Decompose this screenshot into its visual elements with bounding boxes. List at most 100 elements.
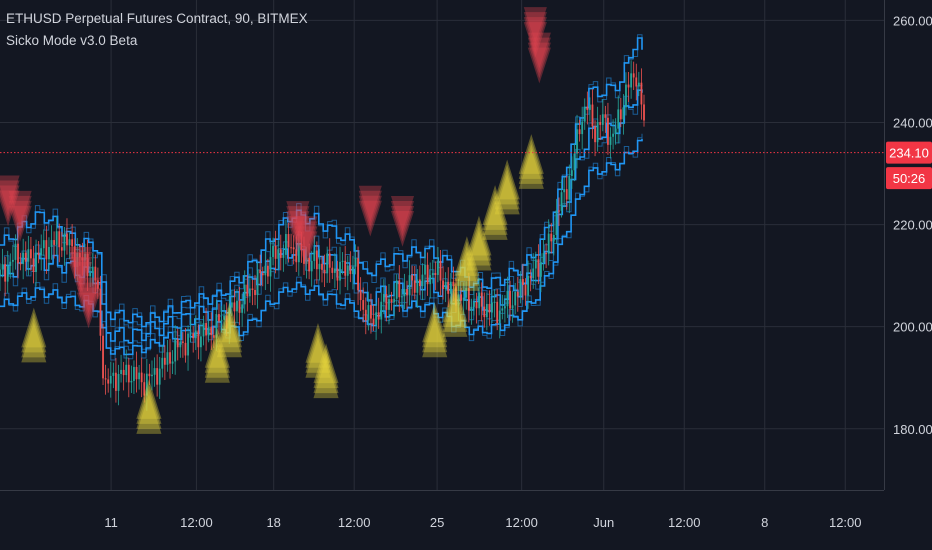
candle-body (385, 294, 388, 310)
candle-body (604, 114, 607, 118)
candle-body (346, 265, 349, 276)
candle-body (248, 288, 251, 297)
candle-body (181, 341, 184, 343)
candle-body (522, 279, 524, 285)
candle-body (133, 366, 135, 381)
candle-body (568, 175, 571, 200)
candle-body (570, 170, 573, 176)
signal-down-marker (523, 22, 547, 58)
candle-body (581, 121, 584, 135)
candle-body (223, 315, 226, 320)
signal-down-marker (390, 210, 415, 247)
y-tick-label: 200.00 (893, 320, 932, 335)
candle-body (310, 260, 313, 272)
candle-body (179, 341, 182, 348)
atr-band-lower (0, 138, 643, 356)
candle-body (364, 309, 367, 321)
candle-body (264, 265, 267, 276)
x-tick-label: Jun (593, 515, 614, 530)
signal-down-marker (527, 42, 551, 79)
candle-body (625, 84, 627, 108)
candle-body (488, 303, 491, 313)
signal-down-marker (0, 180, 20, 217)
candle-body (496, 301, 499, 324)
candle-body (259, 269, 262, 274)
candle-body (470, 306, 473, 311)
candle-body (11, 259, 14, 262)
candle-body (594, 126, 596, 143)
candle-body (58, 231, 61, 248)
candle-body (207, 327, 210, 336)
signal-up-marker (494, 174, 520, 215)
candle-body (467, 288, 470, 311)
candle-body (112, 372, 115, 376)
candle-body (256, 269, 259, 296)
candle-body (627, 84, 630, 88)
candle-body (601, 114, 604, 125)
x-tick-label: 12:00 (505, 515, 538, 530)
last-price-badge-bg (886, 141, 932, 164)
candle-body (279, 249, 282, 258)
signal-down-marker (0, 190, 20, 227)
x-tick-label: 12:00 (668, 515, 701, 530)
candle-body (107, 379, 110, 384)
candle-body (138, 372, 141, 380)
candle-body (102, 335, 104, 379)
candle-body (563, 189, 566, 193)
signal-up-marker (216, 312, 242, 353)
candle-body (452, 281, 455, 287)
candle-body (431, 273, 434, 276)
candle-body (576, 129, 578, 154)
candle-body (143, 382, 146, 396)
candle-body (225, 315, 228, 329)
signal-up-marker (21, 312, 47, 353)
candle-body (622, 107, 625, 120)
x-tick-label: 8 (761, 515, 768, 530)
signal-up-marker (204, 333, 230, 373)
candle-body (238, 300, 241, 313)
candle-body (14, 243, 17, 260)
signal-up-marker (216, 307, 242, 348)
signal-up-marker (442, 287, 468, 327)
signal-up-marker (136, 379, 162, 419)
candle-body (140, 372, 143, 383)
signal-down-marker (358, 185, 382, 222)
candle-body (411, 275, 414, 281)
candle-body (375, 312, 377, 325)
candle-body (120, 369, 122, 374)
candle-body (156, 368, 159, 385)
candle-body (408, 275, 411, 296)
signal-down-marker (527, 47, 551, 84)
candle-body (45, 240, 48, 260)
candle-body (393, 298, 396, 303)
candle-body (388, 299, 390, 310)
candle-body (339, 261, 341, 281)
signal-up-marker (216, 302, 242, 343)
signal-up-marker (136, 394, 162, 434)
candle-body (344, 260, 347, 276)
candle-body (413, 280, 416, 293)
candle-body (506, 290, 509, 307)
candle-body (532, 268, 535, 279)
candle-body (42, 240, 45, 249)
candle-body (509, 290, 511, 309)
candle-body (537, 259, 540, 277)
atr-band-mid (0, 89, 643, 344)
candle-body (151, 374, 153, 377)
signal-up-marker (305, 322, 331, 363)
candle-body (24, 252, 27, 262)
candle-body (501, 308, 504, 311)
candle-body (485, 303, 488, 318)
candle-body (53, 240, 55, 245)
signal-down-marker (77, 277, 101, 314)
signal-down-marker (390, 205, 415, 242)
candle-body (32, 258, 35, 272)
signal-up-marker (454, 241, 480, 281)
candle-body (493, 301, 496, 303)
candle-body (331, 267, 334, 273)
candle-body (398, 280, 401, 298)
signal-up-marker (136, 389, 162, 429)
candle-body (382, 294, 385, 302)
